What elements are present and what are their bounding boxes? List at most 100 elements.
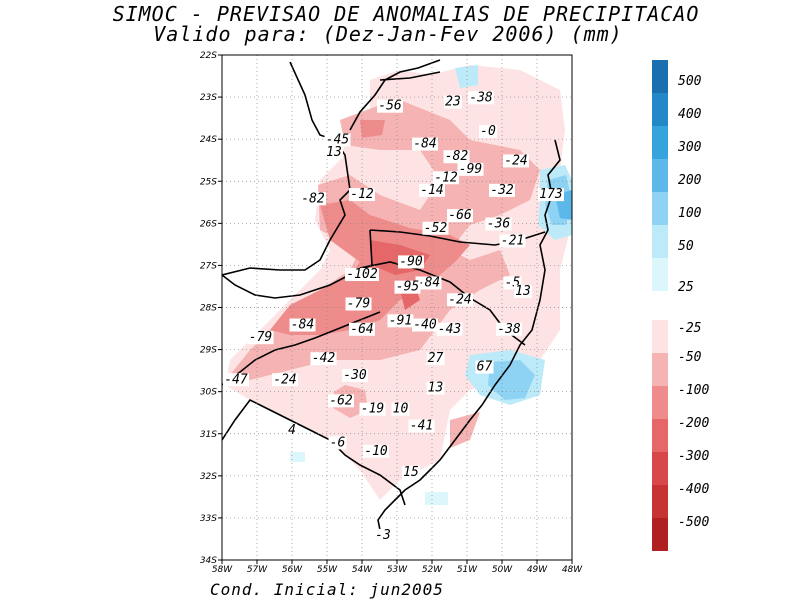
lon-tick-label: 50W [492, 565, 513, 575]
value-label-bg [468, 91, 494, 105]
value-label-bg [349, 322, 375, 336]
value-label-bg [426, 381, 445, 395]
country-state-borders [222, 59, 561, 531]
anomaly-value-label: -102 [346, 267, 377, 282]
value-label-bg [479, 124, 497, 138]
anomaly-value-label: -24 [504, 153, 527, 168]
legend-swatch-negative [652, 518, 668, 551]
anomaly-value-label: -47 [224, 372, 248, 387]
positive-anomaly-lagoon-core [488, 360, 535, 400]
legend-swatch-positive [652, 258, 668, 291]
initial-condition-label: Cond. Inicial: jun2005 [210, 580, 444, 599]
legend-label: 25 [678, 280, 694, 295]
lon-tick-label: 54W [352, 565, 373, 575]
legend-swatch-positive [652, 60, 668, 93]
lon-tick-label: 55W [317, 565, 338, 575]
value-label-bg [415, 276, 442, 290]
lat-tick-label: 22S [200, 51, 217, 61]
anomaly-value-label: 4 [288, 423, 296, 438]
value-label-bg [503, 154, 529, 168]
value-label-bg [398, 255, 424, 269]
anomaly-value-label: 13 [428, 381, 444, 396]
value-label-bg [496, 322, 522, 336]
anomaly-value-label: -42 [312, 351, 336, 366]
anomaly-value-label: -24 [273, 372, 296, 387]
value-label-bg [328, 394, 354, 408]
value-label-bg [300, 192, 326, 206]
legend-swatch-positive [652, 126, 668, 159]
lat-tick-label: 30S [200, 388, 217, 398]
value-label-bg [325, 146, 343, 159]
legend-swatch-negative [652, 386, 668, 419]
lat-tick-label: 33S [200, 514, 217, 524]
value-label-bg [485, 217, 512, 231]
anomaly-value-label: -24 [448, 292, 471, 307]
value-label-bg [436, 322, 463, 336]
color-legend: 500 400 300 200 100 50 25 -25 -50 -100 -200 -300 -40… [652, 60, 709, 551]
value-label-bg [514, 284, 532, 298]
value-label-bg [443, 150, 470, 164]
anomaly-value-label: -10 [364, 444, 388, 459]
lon-tick-label: 52W [422, 565, 443, 575]
anomaly-value-label: -40 [413, 318, 437, 333]
value-label-bg [391, 402, 410, 416]
negative-anomaly-coastal [450, 412, 480, 448]
lat-tick-label: 31S [200, 430, 217, 440]
lat-tick-label: 25S [200, 177, 217, 187]
anomaly-value-label: -43 [438, 322, 461, 337]
lon-tick-label: 56W [282, 565, 303, 575]
value-label-bg [447, 293, 473, 307]
value-label-bg [247, 331, 274, 345]
value-label-bg [289, 318, 316, 332]
legend-label: -100 [678, 383, 709, 398]
value-label-bg [272, 373, 298, 387]
positive-anomaly-southwest [290, 452, 305, 462]
value-label-bg [377, 99, 403, 113]
anomaly-value-label: 173 [539, 187, 562, 202]
legend-swatch-positive [652, 159, 668, 192]
value-label-bg [444, 95, 462, 109]
value-label-bg [419, 183, 445, 197]
anomaly-value-label: 15 [403, 465, 419, 480]
legend-swatch-negative [652, 485, 668, 518]
value-label-bg [387, 314, 414, 328]
lon-tick-label: 48W [562, 565, 583, 575]
lon-tick-label: 49W [527, 565, 548, 575]
lat-tick-label: 32S [200, 472, 217, 482]
anomaly-value-label: -36 [487, 217, 511, 232]
anomaly-value-label: -82 [301, 191, 325, 206]
value-label-bg [342, 369, 368, 383]
legend-label: 50 [678, 239, 694, 254]
anomaly-value-label: -64 [350, 322, 373, 337]
value-label-bg [457, 162, 484, 176]
anomaly-value-label: -45 [326, 132, 350, 147]
value-label-bg [394, 280, 421, 294]
lat-tick-label: 28S [200, 304, 217, 314]
page-subtitle: Valido para: (Dez-Jan-Fev 2006) (mm) [153, 22, 623, 46]
anomaly-value-label: -32 [490, 183, 514, 198]
anomaly-value-label: -90 [399, 254, 423, 269]
legend-label: 200 [678, 173, 702, 188]
value-label-bg [324, 133, 351, 147]
value-label-bg [412, 318, 438, 332]
lat-tick-label: 27S [200, 261, 217, 271]
legend-swatch-positive [652, 192, 668, 225]
border-paraguay [222, 189, 351, 276]
anomaly-value-label: -19 [361, 402, 384, 417]
border-uruguay-rs [222, 398, 406, 506]
legend-label: -25 [678, 321, 702, 336]
anomaly-value-label: -91 [389, 313, 412, 328]
value-label-bg [402, 465, 420, 479]
legend-swatch-positive [652, 93, 668, 126]
value-label-bg [489, 183, 515, 197]
axis-ticks: 22S23S24S25S26S27S28S29S30S31S32S33S34S5… [200, 51, 583, 575]
legend-label: -50 [678, 350, 702, 365]
anomaly-value-label: -14 [420, 183, 443, 198]
value-label-bg [426, 352, 445, 366]
anomaly-value-label: -41 [410, 419, 433, 434]
value-label-bg [363, 444, 389, 458]
anomaly-value-label: -82 [445, 149, 469, 164]
anomaly-value-label: -56 [378, 99, 402, 114]
